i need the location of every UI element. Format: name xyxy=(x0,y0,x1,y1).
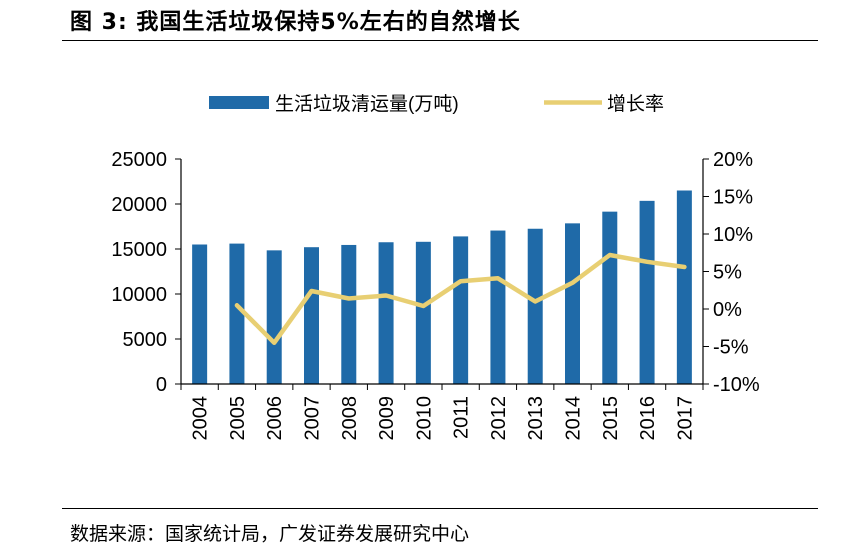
source-note: 数据来源：国家统计局，广发证券发展研究中心 xyxy=(70,523,470,545)
left-tick-label: 5000 xyxy=(123,329,168,351)
x-tick-label-2009: 2009 xyxy=(376,396,398,441)
x-tick-label-2010: 2010 xyxy=(413,396,435,441)
source-divider xyxy=(62,508,818,509)
bar-2005 xyxy=(229,243,245,384)
x-tick-label-2005: 2005 xyxy=(227,396,249,441)
bar-series xyxy=(192,190,692,384)
bar-2007 xyxy=(304,247,319,384)
right-tick-label: 20% xyxy=(713,149,753,171)
legend-swatch-bar xyxy=(209,96,269,109)
x-tick-label-2012: 2012 xyxy=(488,396,510,441)
legend-label-line: 增长率 xyxy=(607,93,664,115)
bar-2017 xyxy=(676,190,692,384)
bar-2006 xyxy=(266,250,282,384)
left-tick-label: 0 xyxy=(156,374,167,396)
bar-2016 xyxy=(639,200,655,384)
right-tick-label: 5% xyxy=(713,262,742,284)
bar-2008 xyxy=(341,244,357,384)
x-tick-label-2004: 2004 xyxy=(190,396,212,441)
right-tick-label: 15% xyxy=(713,187,753,209)
chart-title: 图 3: 我国生活垃圾保持5%左右的自然增长 xyxy=(70,10,521,35)
axes: 0 5000 10000 15000 20000 25000 -10% -5% 0% 5% 10% 1… xyxy=(111,149,760,441)
legend-label-bar: 生活垃圾清运量(万吨) xyxy=(275,93,459,115)
bar-2010 xyxy=(415,241,431,384)
left-tick-label: 20000 xyxy=(111,194,167,216)
x-tick-label-2014: 2014 xyxy=(563,396,585,441)
bar-2004 xyxy=(192,244,208,384)
x-tick-label-2008: 2008 xyxy=(339,396,361,441)
x-tick-label-2011: 2011 xyxy=(451,396,473,439)
left-tick-label: 15000 xyxy=(111,239,167,261)
legend: 生活垃圾清运量(万吨) 增长率 xyxy=(209,93,664,115)
x-tick-label-2013: 2013 xyxy=(525,396,547,441)
right-tick-label: -10% xyxy=(713,374,760,396)
x-tick-label-2016: 2016 xyxy=(637,396,659,441)
x-tick-label-2015: 2015 xyxy=(600,396,622,441)
line-series xyxy=(234,252,687,346)
left-tick-label: 10000 xyxy=(111,284,167,306)
right-tick-label: -5% xyxy=(713,337,749,359)
right-tick-label: 0% xyxy=(713,299,742,321)
bar-2012 xyxy=(490,230,506,384)
right-tick-label: 10% xyxy=(713,224,753,246)
x-tick-label-2017: 2017 xyxy=(674,396,696,441)
x-tick-label-2006: 2006 xyxy=(264,396,286,441)
x-tick-label-2007: 2007 xyxy=(302,396,324,441)
bar-2013 xyxy=(527,228,543,384)
left-tick-label: 25000 xyxy=(111,149,167,171)
bar-2014 xyxy=(565,223,580,384)
title-divider xyxy=(62,40,818,41)
bar-2009 xyxy=(378,242,394,384)
bar-2015 xyxy=(602,211,618,384)
bar-2011 xyxy=(453,236,469,384)
